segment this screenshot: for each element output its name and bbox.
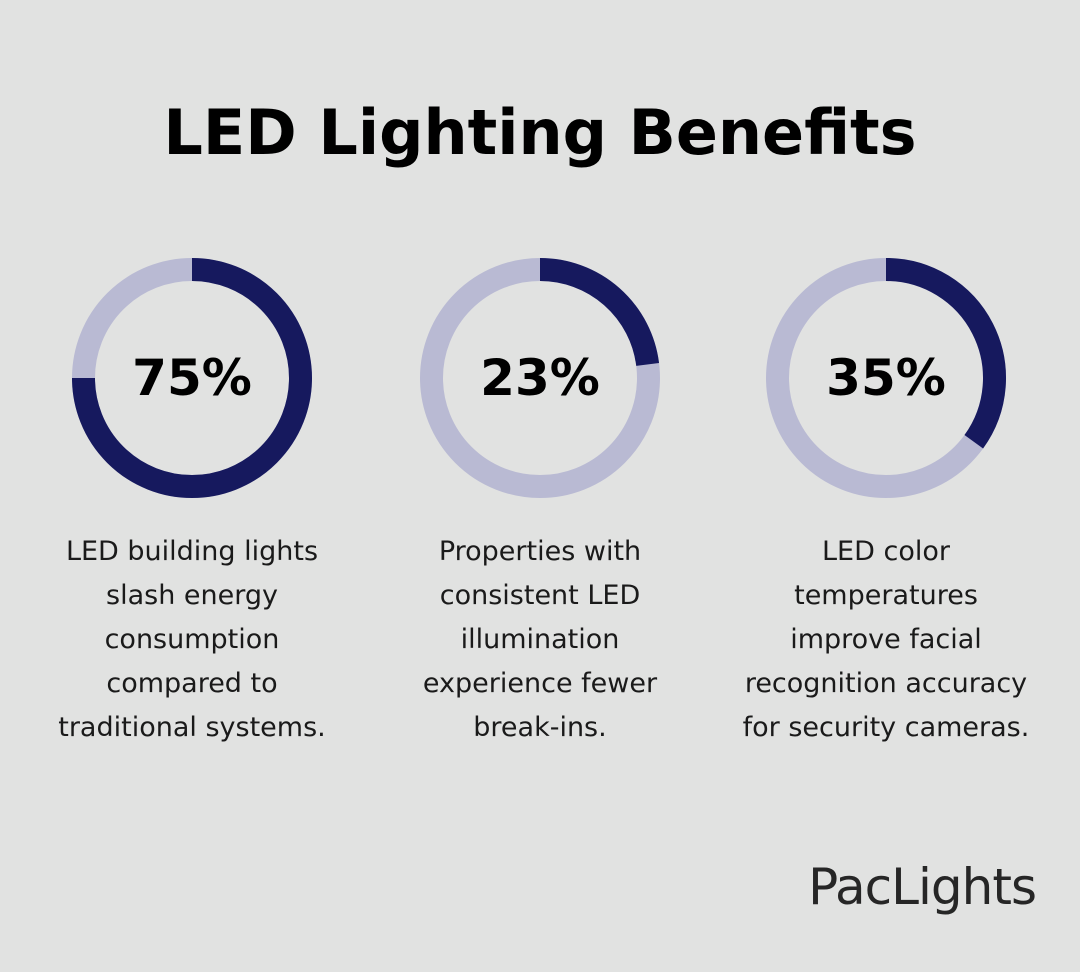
caption: LED building lights slash energy consump… bbox=[58, 536, 326, 743]
value-label: 35% bbox=[826, 349, 946, 407]
donut-chart: 35% bbox=[766, 258, 1006, 498]
donut-arc bbox=[72, 258, 312, 498]
title: LED Lighting Benefits bbox=[163, 96, 917, 169]
donut-panel: 23% Properties with consistent LED illumi… bbox=[380, 256, 700, 750]
donut-chart: 75% bbox=[72, 258, 312, 498]
donut-panel: 35% LED color temperatures improve facial… bbox=[726, 256, 1046, 750]
donut-chart: 23% bbox=[420, 258, 660, 498]
donut-arc bbox=[539, 258, 660, 367]
caption: Properties with consistent LED illuminat… bbox=[422, 536, 658, 743]
value-label: 75% bbox=[132, 349, 252, 407]
value-label: 23% bbox=[480, 349, 600, 407]
donut-panel: 75% LED building lights slash energy cons… bbox=[32, 256, 352, 750]
donut-arc bbox=[885, 258, 1006, 449]
caption: LED color temperatures improve facial re… bbox=[742, 536, 1030, 743]
brand-logo: PacLights bbox=[808, 858, 1037, 916]
